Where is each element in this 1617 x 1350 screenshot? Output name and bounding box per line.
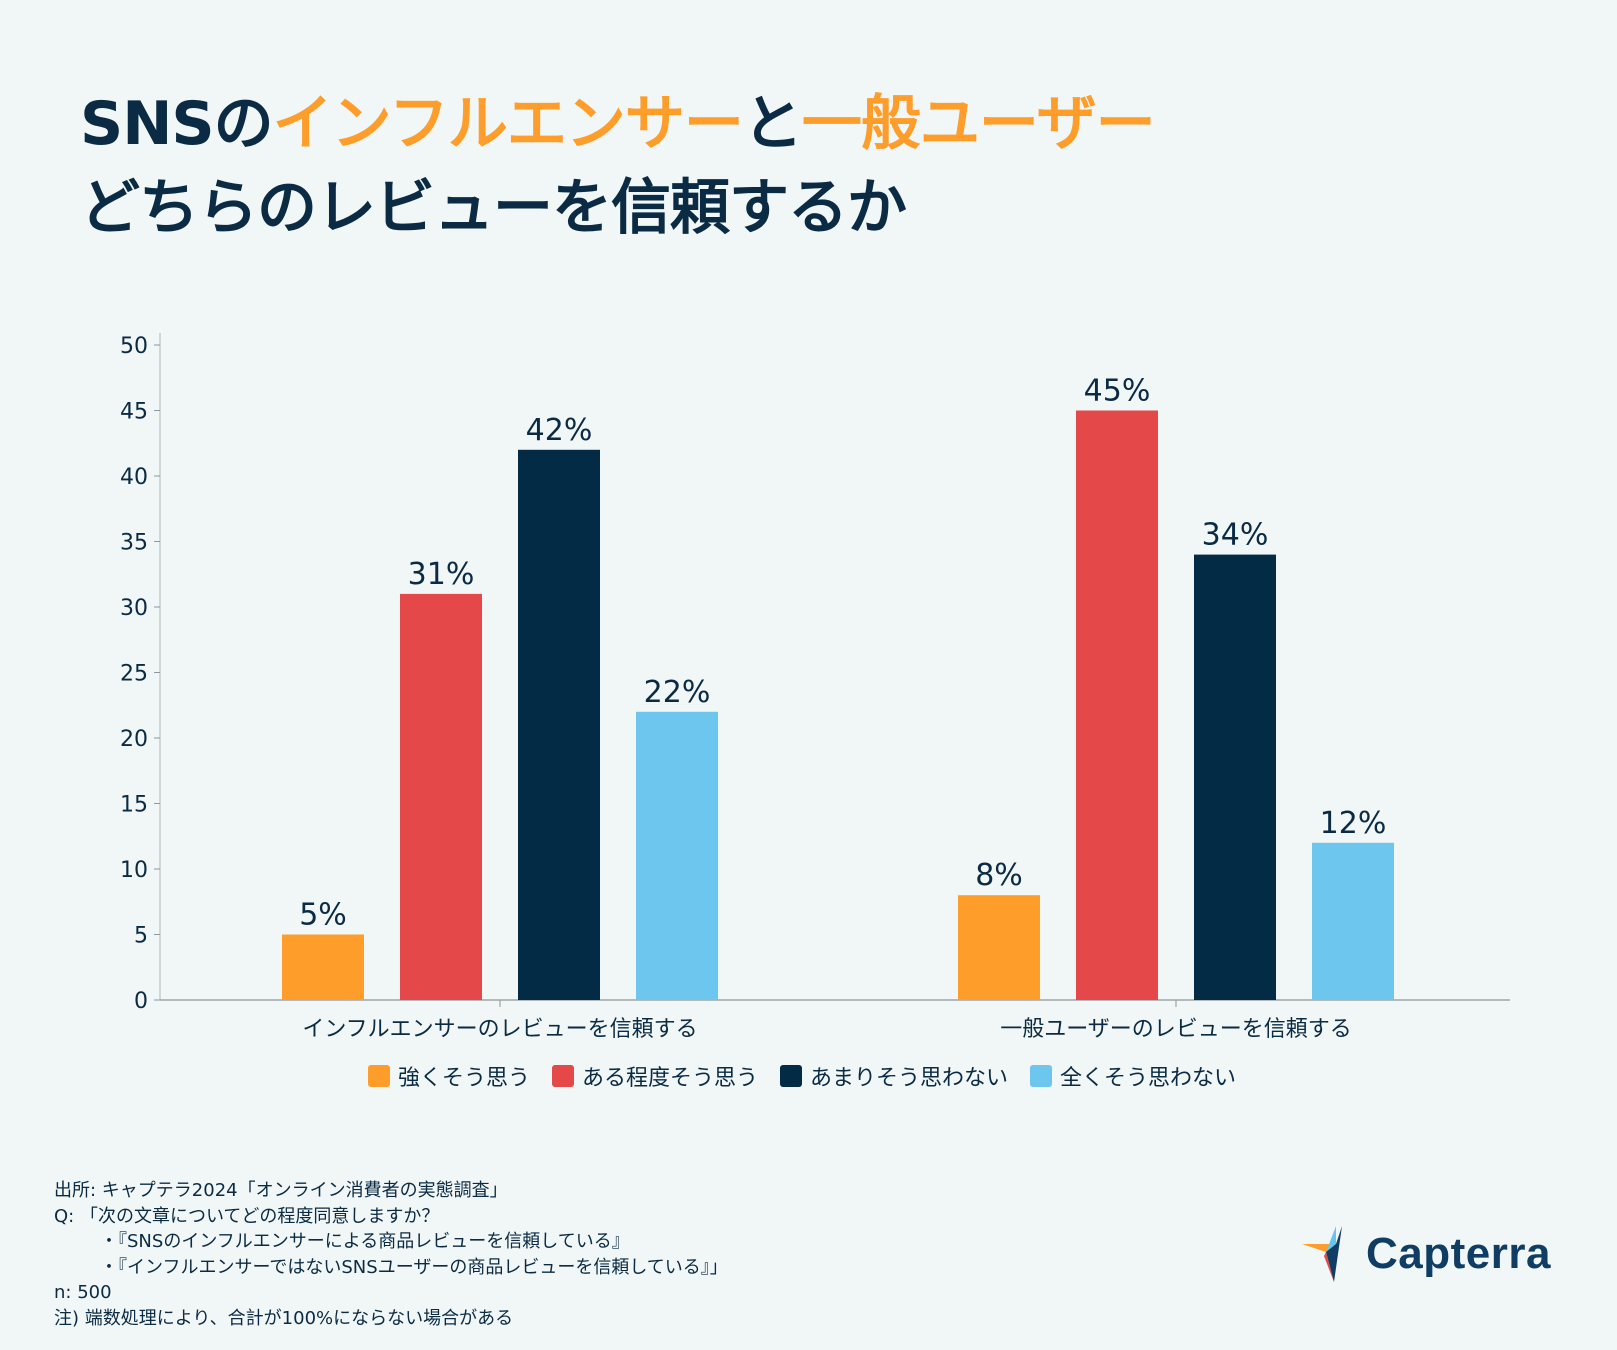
y-tick-label: 5 [134,924,148,949]
footer-notes: 出所: キャプテラ2024「オンライン消費者の実態調査」 Q: 「次の文章につい… [54,1178,728,1331]
data-label: 8% [975,858,1023,893]
capterra-logo: Capterra [1302,1226,1551,1282]
legend-item: 強くそう思う [368,1060,530,1092]
source-note: 出所: キャプテラ2024「オンライン消費者の実態調査」 [54,1180,508,1201]
title-text-general-user: 一般ユーザー [801,89,1156,159]
capterra-logo-text: Capterra [1366,1229,1551,1278]
legend-item: ある程度そう思う [552,1060,758,1092]
sample-size-note: n: 500 [54,1282,112,1303]
data-label: 31% [408,557,475,592]
bar [636,711,718,1000]
y-tick-label: 10 [120,858,148,883]
data-label: 22% [644,675,711,710]
legend-swatch-strongly-agree [368,1065,390,1087]
title-line-1: SNSのインフルエンサーと一般ユーザー [80,82,1156,166]
legend-label: 強くそう思う [398,1066,531,1091]
bar [282,934,364,1000]
legend-swatch-somewhat-agree [552,1065,575,1087]
bar [1312,842,1394,1000]
capterra-logo-icon [1302,1226,1342,1282]
data-label: 42% [526,413,593,448]
legend: 強くそう思う ある程度そう思う あまりそう思わない 全くそう思わない [368,1060,1236,1092]
y-tick-label: 40 [120,465,148,490]
legend-item: あまりそう思わない [780,1060,1008,1092]
y-tick-label: 0 [134,989,148,1014]
legend-swatch-somewhat-disagree [780,1065,803,1087]
legend-label: あまりそう思わない [810,1066,1009,1091]
question-item-2: ・『インフルエンサーではないSNSユーザーの商品レビューを信頼している』」 [100,1256,728,1278]
bar [1194,554,1276,1000]
title-text-sns: SNSの [80,89,274,159]
x-category-label: 一般ユーザーのレビューを信頼する [1000,1017,1352,1042]
bar [1076,410,1158,1000]
chart-title: SNSのインフルエンサーと一般ユーザー どちらのレビューを信頼するか [80,82,1156,250]
question-note: Q: 「次の文章についてどの程度同意しますか？ [54,1205,440,1227]
rounding-note: 注) 端数処理により、合計が100%にならない場合がある [54,1307,514,1329]
bar [958,895,1040,1000]
title-text-influencer: インフルエンサー [272,89,744,159]
y-tick-label: 20 [120,727,148,752]
y-tick-label: 15 [120,793,148,818]
data-label: 12% [1320,806,1387,841]
y-tick-label: 25 [120,662,148,687]
legend-label: 全くそう思わない [1060,1066,1237,1091]
title-text-and: と [742,89,803,159]
legend-label: ある程度そう思う [582,1066,759,1091]
legend-swatch-strongly-disagree [1030,1065,1053,1087]
bar [518,449,600,1000]
data-label: 5% [299,898,347,933]
legend-item: 全くそう思わない [1030,1060,1236,1092]
title-line-2: どちらのレビューを信頼するか [80,173,907,243]
data-label: 34% [1202,518,1269,553]
question-item-1: ・『SNSのインフルエンサーによる商品レビューを信頼している』 [100,1231,630,1252]
y-tick-label: 50 [120,334,148,359]
x-category-label: インフルエンサーのレビューを信頼する [302,1017,697,1042]
y-tick-label: 35 [120,531,148,556]
data-label: 45% [1084,374,1151,409]
bar [400,593,482,1000]
y-tick-label: 30 [120,596,148,621]
y-tick-label: 45 [120,400,148,425]
